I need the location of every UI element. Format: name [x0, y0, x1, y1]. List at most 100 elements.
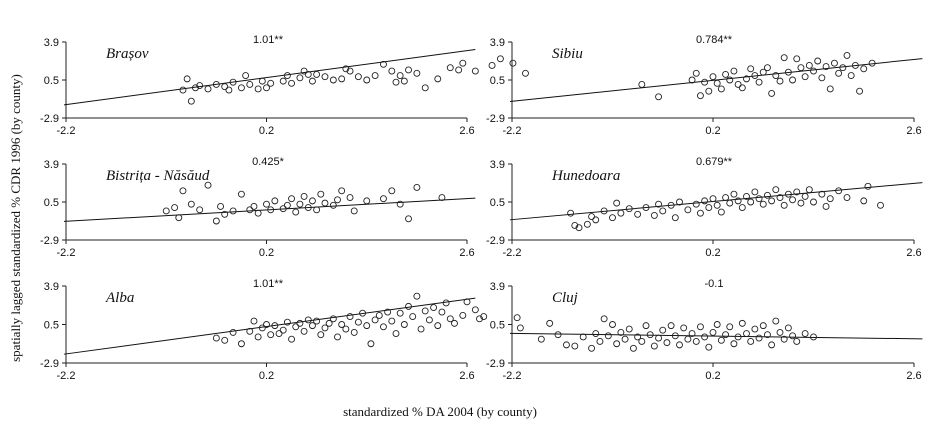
panel-4: 3.9 0.5 -2.9-2.2 0.2 2.6 Hunedoara 0.679** [486, 156, 923, 259]
data-point [267, 331, 275, 339]
data-point [338, 321, 346, 328]
data-point [696, 209, 704, 217]
data-point [313, 317, 321, 325]
data-point [751, 325, 759, 333]
data-point [571, 222, 579, 229]
region-label: Cluj [552, 290, 578, 306]
data-point [271, 197, 279, 205]
x-tick-label: 0.2 [259, 125, 274, 137]
data-point [655, 200, 663, 208]
x-tick-label: 0.2 [259, 370, 274, 382]
data-point [843, 194, 851, 201]
data-point [621, 335, 629, 343]
data-point [755, 78, 763, 86]
data-point [392, 330, 400, 338]
data-point [600, 315, 608, 323]
data-point [246, 327, 254, 335]
x-tick-label: 2.6 [906, 125, 921, 137]
data-point [638, 338, 646, 345]
data-point [650, 211, 658, 219]
data-point [217, 203, 225, 210]
data-point [237, 340, 245, 348]
data-point [509, 59, 517, 67]
data-point [296, 74, 304, 82]
data-point [325, 319, 333, 327]
data-point [455, 66, 463, 74]
data-point [847, 72, 855, 79]
data-point [609, 321, 616, 328]
data-point [204, 181, 212, 189]
data-point [192, 84, 199, 92]
region-label: Brașov [106, 46, 149, 62]
data-point [463, 298, 471, 306]
x-tick-label: -2.2 [57, 370, 76, 382]
data-point [772, 72, 780, 79]
data-point [392, 78, 400, 86]
data-point [805, 62, 813, 69]
data-point [768, 89, 776, 97]
data-point [755, 195, 763, 203]
data-point [676, 198, 683, 206]
data-point [221, 210, 229, 218]
data-point [713, 201, 721, 209]
data-point [709, 73, 717, 81]
data-point [717, 336, 725, 344]
data-point [864, 182, 872, 190]
data-point [242, 72, 250, 79]
data-point [822, 203, 830, 210]
y-axis-title: spatially lagged standardized % CDR 1996… [8, 74, 23, 362]
x-tick-label: -2.2 [503, 125, 522, 137]
data-point [254, 209, 262, 217]
data-point [709, 328, 717, 336]
data-point [768, 197, 776, 205]
coefficient-label: 0.425* [252, 156, 285, 168]
coefficient-label: 0.679** [696, 156, 733, 168]
data-point [609, 214, 616, 222]
data-point [263, 200, 270, 208]
data-point [747, 198, 755, 206]
data-point [789, 332, 797, 340]
data-point [229, 78, 237, 86]
x-tick-label: 0.2 [705, 125, 720, 137]
data-point [438, 194, 446, 201]
data-point [717, 208, 725, 216]
data-point [705, 204, 713, 212]
data-point [522, 69, 529, 77]
data-point [751, 188, 759, 196]
data-point [780, 335, 788, 343]
data-point [801, 73, 809, 81]
x-tick-label: -2.2 [57, 247, 76, 259]
data-point [363, 76, 371, 84]
data-point [730, 340, 738, 348]
data-point [405, 302, 412, 310]
data-point [300, 192, 308, 200]
data-point [413, 292, 421, 300]
data-point [321, 199, 329, 207]
data-point [763, 191, 771, 199]
data-point [650, 342, 658, 350]
data-point [380, 60, 387, 68]
data-point [734, 81, 742, 88]
data-point [246, 81, 254, 88]
data-point [413, 69, 421, 77]
data-point [459, 59, 467, 67]
data-point [793, 188, 801, 196]
data-point [562, 341, 570, 349]
data-point [696, 92, 704, 100]
data-point [579, 333, 587, 341]
data-point [537, 335, 545, 343]
data-point [810, 198, 817, 206]
data-point [705, 87, 713, 95]
data-point [801, 330, 809, 338]
data-point [646, 331, 654, 339]
data-point [367, 340, 375, 348]
data-point [822, 63, 830, 71]
data-point [759, 322, 767, 330]
data-point [396, 72, 404, 79]
data-point [797, 64, 805, 72]
data-point [763, 331, 771, 339]
data-point [296, 319, 304, 327]
